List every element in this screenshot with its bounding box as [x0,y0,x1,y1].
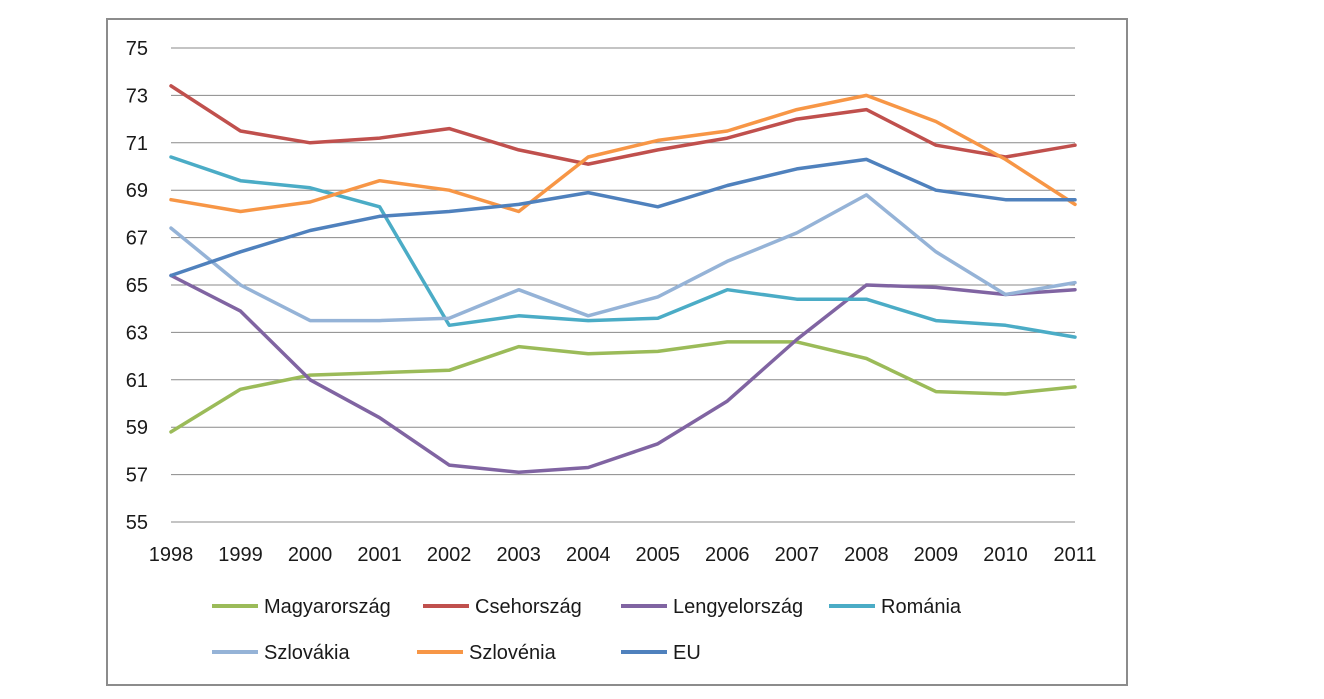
y-tick-label: 73 [126,85,148,107]
legend-item: Magyarország [212,596,391,618]
gridlines [171,47,1075,523]
x-tick-label: 2000 [288,544,333,566]
x-tick-label: 2008 [844,544,889,566]
series-lines [169,84,1077,474]
legend-label: Lengyelország [673,596,803,618]
x-axis-labels: 1998 1999 2000 2001 2002 2003 2004 2005 2006 2007… [149,544,1097,566]
legend-label: Csehország [475,596,582,618]
legend: Magyarország Csehország Lengyelország Román… [212,596,962,664]
x-tick-label: 2005 [636,544,681,566]
legend-item: Lengyelország [621,596,803,618]
legend-label: Szlovákia [264,642,350,664]
x-tick-label: 2002 [427,544,472,566]
series-line-5 [169,93,1077,214]
legend-item: Szlovénia [417,642,557,664]
x-tick-label: 2011 [1053,544,1096,566]
series-line-0 [169,340,1077,434]
x-tick-label: 1998 [149,544,194,566]
x-tick-label: 2010 [983,544,1028,566]
y-tick-label: 75 [126,38,148,60]
legend-label: Románia [881,596,962,618]
y-tick-label: 71 [126,133,148,155]
series-line-6 [169,157,1077,278]
legend-item: Csehország [423,596,582,618]
x-tick-label: 2006 [705,544,750,566]
series-line-4 [169,193,1077,323]
y-tick-label: 59 [126,417,148,439]
x-tick-label: 2009 [914,544,959,566]
y-tick-label: 69 [126,180,148,202]
legend-label: Szlovénia [469,642,557,664]
x-tick-label: 2001 [357,544,402,566]
y-tick-label: 63 [126,322,148,344]
legend-item: Szlovákia [212,642,350,664]
y-tick-label: 55 [126,512,148,534]
series-line-2 [169,273,1077,474]
y-tick-label: 65 [126,275,148,297]
series-line-1 [169,84,1077,166]
y-axis-labels: 55 57 59 61 63 65 67 69 71 73 75 [126,38,148,534]
series-line-3 [169,155,1077,339]
legend-item: Románia [829,596,962,618]
x-tick-label: 2004 [566,544,611,566]
x-tick-label: 2003 [496,544,541,566]
legend-label: Magyarország [264,596,391,618]
y-tick-label: 61 [126,370,148,392]
x-tick-label: 1999 [218,544,263,566]
legend-label: EU [673,642,701,664]
legend-item: EU [621,642,701,664]
y-tick-label: 57 [126,465,148,487]
x-tick-label: 2007 [775,544,820,566]
y-tick-label: 67 [126,228,148,250]
